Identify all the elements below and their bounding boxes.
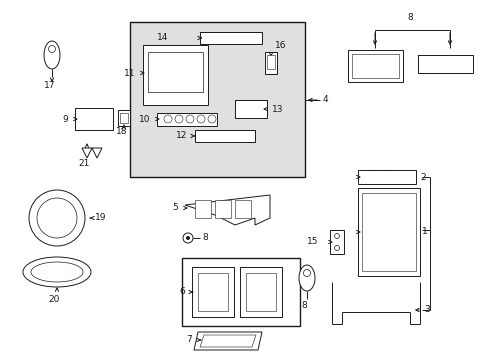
- Bar: [198, 273, 227, 311]
- Text: 19: 19: [95, 213, 106, 222]
- Text: 15: 15: [306, 238, 317, 247]
- Polygon shape: [194, 332, 262, 350]
- Bar: [192, 267, 234, 317]
- Bar: [195, 130, 254, 142]
- Bar: [142, 45, 207, 105]
- Bar: [118, 110, 130, 126]
- Circle shape: [29, 190, 85, 246]
- Text: 10: 10: [138, 114, 150, 123]
- Bar: [329, 230, 343, 254]
- Bar: [235, 100, 266, 118]
- Circle shape: [163, 115, 172, 123]
- Text: 14: 14: [156, 33, 168, 42]
- Circle shape: [185, 236, 190, 240]
- Text: 1: 1: [421, 228, 427, 237]
- Circle shape: [207, 115, 216, 123]
- Bar: [240, 267, 282, 317]
- Text: 17: 17: [44, 81, 56, 90]
- Bar: [361, 193, 415, 271]
- Text: 9: 9: [62, 114, 68, 123]
- Bar: [200, 32, 262, 44]
- Text: 16: 16: [274, 41, 286, 50]
- Bar: [215, 200, 230, 218]
- Text: 7: 7: [186, 336, 192, 345]
- Circle shape: [45, 206, 69, 230]
- Circle shape: [183, 233, 193, 243]
- Text: 12: 12: [175, 131, 186, 140]
- Text: 8: 8: [407, 13, 412, 22]
- Bar: [148, 52, 203, 92]
- Circle shape: [334, 246, 339, 251]
- Bar: [347, 50, 402, 82]
- Text: 11: 11: [123, 68, 135, 77]
- Bar: [75, 108, 113, 130]
- Circle shape: [175, 115, 183, 123]
- Bar: [235, 200, 250, 218]
- Bar: [357, 170, 415, 184]
- Text: 21: 21: [78, 158, 89, 167]
- Circle shape: [303, 270, 310, 276]
- Ellipse shape: [31, 262, 83, 282]
- Text: 18: 18: [116, 127, 127, 136]
- Polygon shape: [82, 148, 92, 158]
- Ellipse shape: [23, 257, 91, 287]
- Bar: [264, 52, 276, 74]
- Text: 6: 6: [179, 288, 184, 297]
- Bar: [182, 258, 299, 326]
- Text: 8: 8: [301, 301, 306, 310]
- Bar: [266, 55, 274, 69]
- Circle shape: [37, 198, 77, 238]
- Bar: [417, 55, 472, 73]
- Text: 4: 4: [323, 95, 328, 104]
- Polygon shape: [44, 41, 60, 69]
- Polygon shape: [92, 148, 102, 158]
- Bar: [351, 54, 398, 78]
- Text: 8: 8: [202, 234, 207, 243]
- Bar: [120, 113, 128, 123]
- Bar: [195, 200, 210, 218]
- Bar: [245, 273, 275, 311]
- Circle shape: [334, 234, 339, 238]
- Text: 3: 3: [423, 306, 429, 315]
- Text: 2: 2: [419, 172, 425, 181]
- Bar: [157, 113, 217, 126]
- Polygon shape: [298, 265, 314, 291]
- Bar: [357, 188, 419, 276]
- Circle shape: [185, 115, 194, 123]
- Text: 20: 20: [48, 296, 60, 305]
- Polygon shape: [184, 195, 269, 225]
- Polygon shape: [200, 335, 256, 347]
- Circle shape: [197, 115, 204, 123]
- Circle shape: [48, 45, 55, 53]
- Text: 13: 13: [271, 104, 283, 113]
- Bar: [130, 22, 305, 177]
- Text: 5: 5: [172, 203, 178, 212]
